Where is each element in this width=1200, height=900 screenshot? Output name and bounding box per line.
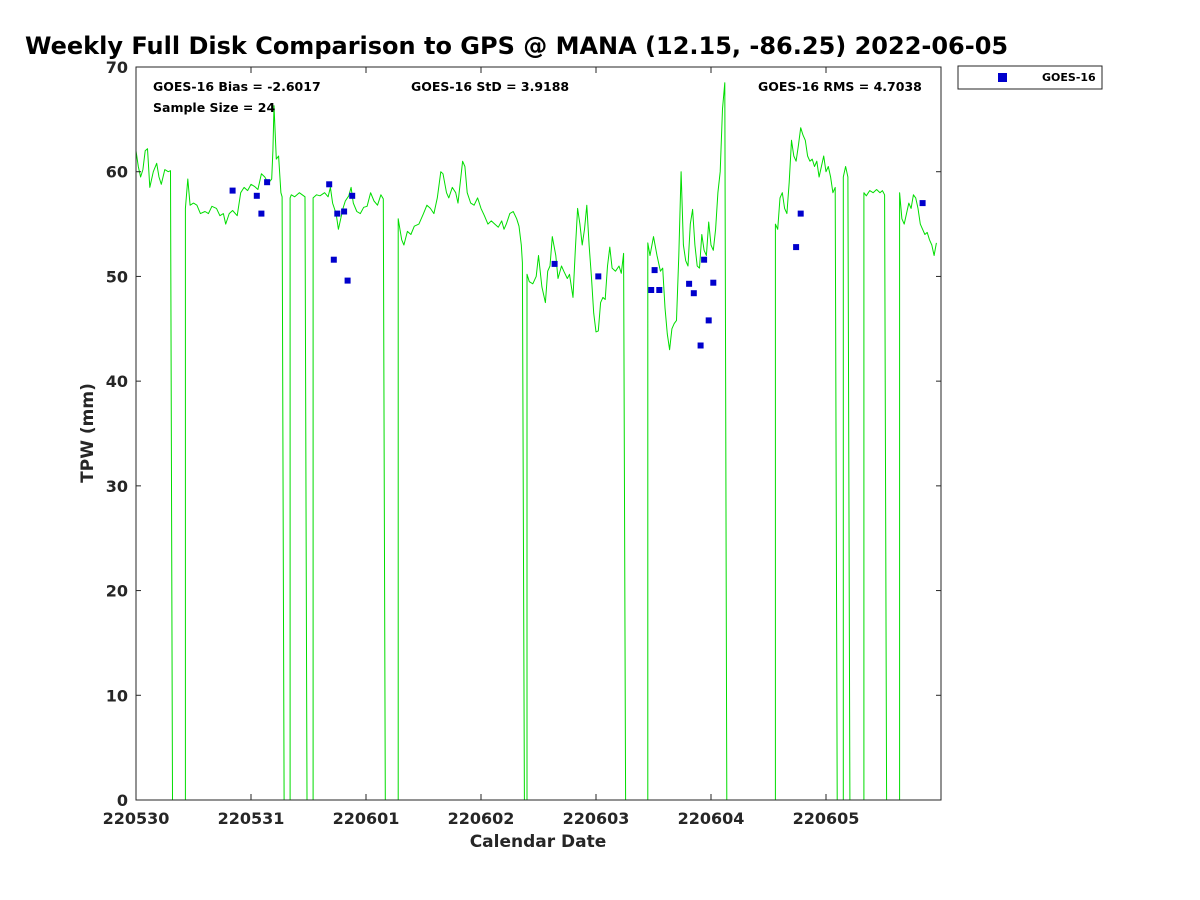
y-tick-label: 60: [106, 163, 128, 182]
goes16-point: [697, 342, 704, 349]
goes16-point: [710, 279, 717, 286]
gps-line-path: [135, 82, 937, 801]
plot-background: [136, 67, 941, 800]
y-axis-ticks: 0 10 20 30 40 50 60 70: [106, 58, 941, 810]
legend-box: [957, 65, 1103, 90]
y-tick-label: 40: [106, 372, 128, 391]
goes16-point: [229, 187, 236, 194]
goes16-scatter-series: [229, 179, 926, 349]
y-tick-label: 0: [117, 791, 128, 810]
goes16-point: [651, 267, 658, 274]
goes16-point: [253, 192, 260, 199]
goes16-point: [349, 192, 356, 199]
x-axis-label: Calendar Date: [470, 832, 607, 852]
legend: GOES-16: [957, 65, 1103, 90]
goes16-point: [258, 210, 265, 217]
goes16-point: [330, 256, 337, 263]
goes16-point: [919, 200, 926, 207]
bias-annotation: GOES-16 Bias = -2.6017: [153, 79, 321, 94]
x-tick-label: 220603: [563, 809, 630, 828]
goes16-point: [264, 179, 271, 186]
x-tick-label: 220605: [793, 809, 860, 828]
y-tick-label: 30: [106, 477, 128, 496]
x-tick-label: 220531: [218, 809, 285, 828]
chart-title: Weekly Full Disk Comparison to GPS @ MAN…: [25, 32, 1008, 60]
y-axis-label: TPW (mm): [78, 383, 98, 483]
rms-annotation: GOES-16 RMS = 4.7038: [758, 79, 922, 94]
legend-marker-goes16: [998, 73, 1007, 82]
goes16-point: [551, 260, 558, 267]
sample-size-annotation: Sample Size = 24: [153, 100, 275, 115]
y-tick-label: 20: [106, 582, 128, 601]
goes16-point: [701, 256, 708, 263]
goes16-point: [334, 210, 341, 217]
gps-line-series: [135, 82, 937, 801]
goes16-point: [656, 287, 663, 293]
x-axis-ticks: 220530 220531 220601 220602 220603 220604 2206…: [103, 67, 860, 828]
goes16-point: [648, 287, 655, 293]
goes16-point: [705, 317, 712, 324]
legend-entry-goes16: GOES-16: [1042, 71, 1096, 84]
goes16-point: [690, 290, 697, 297]
goes16-point: [341, 208, 348, 215]
goes16-point: [686, 280, 693, 287]
y-tick-label: 10: [106, 686, 128, 705]
goes16-point: [595, 273, 602, 280]
x-tick-label: 220604: [678, 809, 745, 828]
goes16-point: [797, 210, 804, 217]
std-annotation: GOES-16 StD = 3.9188: [411, 79, 569, 94]
goes16-point: [326, 181, 333, 188]
goes16-point: [344, 277, 351, 284]
plot-frame: [135, 66, 942, 801]
goes16-point: [793, 244, 800, 251]
y-tick-label: 50: [106, 267, 128, 286]
x-tick-label: 220602: [448, 809, 515, 828]
x-tick-label: 220601: [333, 809, 400, 828]
plot-area: 0 10 20 30 40 50 60 70 220530 220531 220601 220602…: [103, 58, 942, 828]
y-tick-label: 70: [106, 58, 128, 77]
x-tick-label: 220530: [103, 809, 170, 828]
